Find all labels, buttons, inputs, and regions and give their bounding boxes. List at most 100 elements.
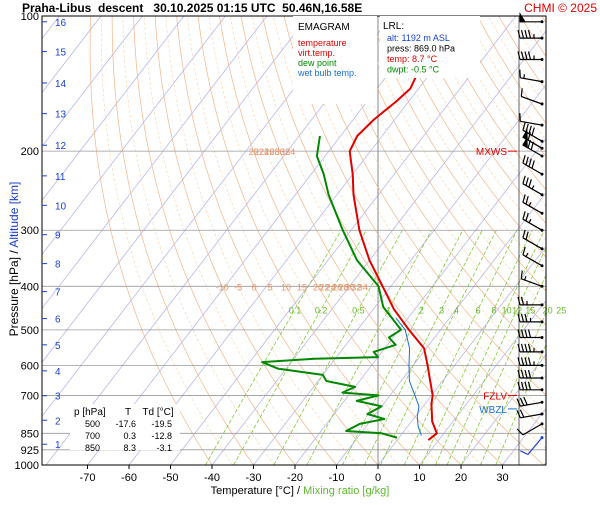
mixing-ratio-label: 4 xyxy=(454,305,459,315)
moist-adiabat-line xyxy=(595,16,600,465)
barb-dot xyxy=(541,247,544,250)
barb-dot xyxy=(541,173,544,176)
barb-dot xyxy=(541,155,544,158)
pressure-tick-label: 500 xyxy=(21,325,39,337)
mixing-ratio-label: 12 xyxy=(512,305,522,315)
mixing-ratio-label: 3 xyxy=(439,305,444,315)
legend-item-1: virt.temp. xyxy=(298,48,335,58)
station-coords: 50.46N,16.58E xyxy=(282,1,362,15)
moist-adiabat-line xyxy=(574,16,600,465)
altitude-tick-label: 2 xyxy=(55,416,61,427)
barb-dot xyxy=(541,320,544,323)
pressure-tick-label: 925 xyxy=(21,445,39,457)
station-name: Praha-Libus xyxy=(22,1,91,15)
temperature-tick-label: -20 xyxy=(287,472,303,484)
dry-adiabat-label: 34 xyxy=(285,147,295,157)
table-cell: -19.5 xyxy=(151,419,172,429)
table-cell: 0.3 xyxy=(123,431,136,441)
dry-adiabat-label: 34 xyxy=(358,282,368,292)
barb-dot xyxy=(541,37,544,40)
temperature-tick-label: 20 xyxy=(455,472,467,484)
temperature-tick-label: -10 xyxy=(329,472,345,484)
barb-feather xyxy=(520,113,521,121)
barb-dot xyxy=(541,413,544,416)
lrl-row-0: alt: 1192 m ASL xyxy=(387,33,450,43)
barb-dot xyxy=(541,140,544,143)
table-header-2: Td [°C] xyxy=(142,407,173,418)
mixing-ratio-label: 25 xyxy=(556,305,566,315)
lrl-row-2: temp: 8.7 °C xyxy=(387,54,438,64)
mixing-ratio-label: 0.1 xyxy=(289,305,302,315)
altitude-tick-label: 4 xyxy=(55,367,61,378)
temperature-tick-label: -70 xyxy=(80,472,96,484)
lrl-title: LRL: xyxy=(383,21,404,32)
table-cell: 8.3 xyxy=(123,443,136,453)
pressure-tick-label: 200 xyxy=(21,146,39,158)
legend-item-0: temperature xyxy=(298,38,347,48)
pressure-tick-label: 700 xyxy=(21,390,39,402)
mixing-ratio-label: 6 xyxy=(476,305,481,315)
altitude-tick-label: 15 xyxy=(55,48,67,59)
dry-adiabat-line xyxy=(563,16,600,465)
dry-adiabat-label: 10 xyxy=(281,282,291,292)
dry-adiabat-label: 0 xyxy=(252,282,257,292)
temperature-tick-label: 0 xyxy=(375,472,381,484)
table-cell: -17.6 xyxy=(115,419,136,429)
mixing-ratio-label: 20 xyxy=(543,305,553,315)
mixing-ratio-label: 0.2 xyxy=(315,305,328,315)
moist-adiabat-line xyxy=(553,16,600,465)
barb-dot xyxy=(541,303,544,306)
barb-dot xyxy=(541,422,544,425)
mixing-ratio-label: 8 xyxy=(491,305,496,315)
barb-dot xyxy=(541,229,544,232)
mixing-ratio-label: 2 xyxy=(419,305,424,315)
temperature-tick-label: -60 xyxy=(121,472,137,484)
pressure-tick-label: 400 xyxy=(21,281,39,293)
temperature-tick-label: -50 xyxy=(163,472,179,484)
barb-dot xyxy=(541,377,544,380)
mixing-ratio-label: 10 xyxy=(502,305,512,315)
dry-adiabat-label: 5 xyxy=(268,282,273,292)
altitude-tick-label: 13 xyxy=(55,110,67,121)
legend-item-3: wet bulb temp. xyxy=(297,68,357,78)
marker-label-fzlv: FZLV xyxy=(483,391,507,402)
barb-dot xyxy=(541,388,544,391)
altitude-tick-label: 12 xyxy=(55,141,67,152)
altitude-tick-label: 9 xyxy=(55,231,61,242)
barb-dot xyxy=(541,124,544,127)
isotherm-line xyxy=(544,16,600,465)
altitude-tick-label: 11 xyxy=(55,172,66,183)
marker-label-wbzl: WBZL xyxy=(479,405,507,416)
barb-dot xyxy=(541,350,544,353)
sounding-mode: descent xyxy=(98,1,143,15)
dry-adiabat-line xyxy=(585,16,600,465)
marker-label-mxws: MXWS xyxy=(476,147,507,158)
y-axis-title-pressure: Pressure [hPa] xyxy=(7,257,21,336)
altitude-tick-label: 5 xyxy=(55,341,61,352)
table-cell: 700 xyxy=(85,431,100,441)
y-axis-title-sep: / xyxy=(7,248,21,257)
x-axis-title: Temperature [°C] / Mixing ratio [g/kg] xyxy=(0,485,600,497)
barb-dot xyxy=(541,20,544,23)
lrl-row-1: press: 869.0 hPa xyxy=(387,44,455,54)
x-axis-title-sep: / xyxy=(294,485,303,497)
chart-title: Praha-Libus descent 30.10.2025 01:15 UTC… xyxy=(22,1,362,15)
pressure-tick-label: 850 xyxy=(21,428,39,440)
barb-dot xyxy=(541,436,544,439)
table-cell: 500 xyxy=(85,419,100,429)
temperature-tick-label: -30 xyxy=(246,472,262,484)
credit-link[interactable]: CHMI © 2025 xyxy=(524,1,597,15)
barb-dot xyxy=(541,285,544,288)
table-header-1: T xyxy=(125,407,131,418)
dry-adiabat-label: 15 xyxy=(297,282,307,292)
temperature-tick-label: 10 xyxy=(413,472,425,484)
mixing-ratio-label: 0.5 xyxy=(352,305,365,315)
lrl-row-3: dwpt: -0.5 °C xyxy=(387,65,440,75)
x-axis-title-temperature: Temperature [°C] xyxy=(211,485,294,497)
temperature-tick-label: -40 xyxy=(204,472,220,484)
barb-dot xyxy=(541,80,544,83)
